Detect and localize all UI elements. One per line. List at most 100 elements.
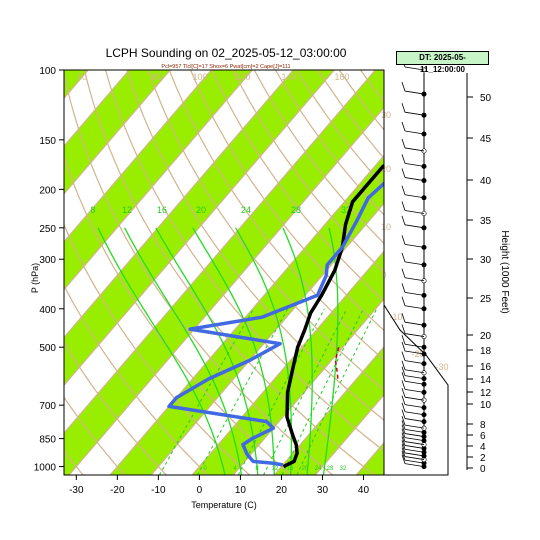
height-tick-label: 6 [480, 431, 486, 442]
dry-adiabat [211, 70, 384, 302]
y-tick-label: 100 [39, 66, 56, 77]
isotherm-line [68, 106, 384, 475]
mixing-ratio-label: 32 [340, 466, 347, 472]
wind-barb-flag [401, 372, 406, 382]
isotherm-line [64, 70, 294, 339]
isotherm-line [64, 70, 171, 195]
dry-adiabat [126, 70, 384, 421]
y-tick-label: 1000 [34, 463, 57, 474]
dry-adiabat [64, 341, 167, 475]
dry-adiabat [168, 70, 384, 361]
adiabat-label: 120 [235, 72, 250, 82]
x-tick-label: 40 [358, 485, 370, 496]
series-line-temperature [282, 163, 384, 469]
isotherm-line [191, 250, 384, 475]
moist-adiabat [124, 227, 243, 475]
chart-subtitle: Pcl=957 Tlcl[C]=17 Shox=6 Pwat[cm]=2 Cap… [161, 64, 290, 70]
height-tick-label: 25 [480, 294, 492, 305]
wind-barb-flag [401, 388, 406, 398]
dry-adiabat [360, 70, 384, 103]
wind-barb-shaft [404, 429, 425, 433]
dry-adiabat [64, 155, 292, 475]
isotherm-line [64, 70, 335, 387]
y-tick-label: 200 [39, 185, 56, 196]
wind-barb-shaft [404, 411, 425, 416]
wind-barb-shaft [404, 162, 425, 167]
height-tick-label: 4 [480, 442, 486, 453]
x-tick-label: -20 [110, 485, 125, 496]
wind-barb-shaft [404, 380, 425, 385]
x-tick-label: 0 [197, 485, 203, 496]
y-tick-label: 150 [39, 136, 56, 147]
wind-barb-shaft [404, 452, 425, 457]
wind-barb-shaft [404, 456, 425, 460]
wind-barb-flag [401, 409, 406, 419]
wind-barb-flag [401, 324, 406, 334]
isotherm-line [64, 70, 130, 147]
wind-barb-shaft [404, 389, 425, 393]
y-tick-label: 400 [39, 305, 56, 316]
wind-barb-flag [401, 366, 406, 376]
dry-adiabat [64, 284, 209, 475]
mixing-ratio-line [281, 308, 364, 475]
height-tick-label: 10 [480, 400, 492, 411]
x-axis-label: Temperature (C) [191, 500, 257, 510]
adiabat-label: -10 [389, 312, 402, 322]
wind-barb-shaft [404, 459, 425, 464]
mixing-ratio-label: 12 [272, 466, 279, 472]
wind-barb-shaft [404, 261, 425, 266]
plot-frame [63, 69, 385, 476]
wind-barb-shaft [404, 448, 425, 453]
wind-barb-flag [401, 432, 406, 442]
wind-barb-shaft [404, 177, 425, 181]
wind-barb-shaft [404, 243, 425, 248]
y-tick-label: 500 [39, 343, 56, 354]
dry-adiabat [253, 70, 384, 245]
wind-barb-flag [401, 215, 406, 225]
wind-barb-shaft [404, 424, 425, 429]
wind-barb-shaft [404, 369, 425, 374]
dry-adiabat [147, 70, 384, 391]
wind-barb-flag [401, 424, 406, 434]
moist-adiabat [192, 227, 275, 475]
wind-barb-shaft [404, 147, 425, 152]
wind-barb-flag [401, 447, 406, 457]
wind-barb-shaft [404, 343, 425, 348]
wind-barb-flag [401, 380, 406, 390]
wind-barb-shaft [404, 433, 425, 437]
wind-barb-flag [401, 420, 406, 430]
dry-adiabat [64, 396, 126, 475]
height-tick-label: 40 [480, 176, 492, 187]
x-tick-label: 30 [317, 485, 329, 496]
moist-adiabat-label: 8 [90, 205, 95, 215]
wind-barb-shaft [404, 333, 425, 337]
moist-adiabat [97, 227, 226, 475]
wind-barb-shaft [404, 445, 425, 449]
y-tick-label: 300 [39, 255, 56, 266]
wind-barb-shaft [404, 130, 425, 135]
isotherm-line [0, 70, 47, 475]
wind-barb-flag [401, 443, 406, 454]
wind-barb-shaft [404, 396, 425, 401]
adiabat-label: -20 [411, 349, 424, 359]
mixing-ratio-line [197, 308, 289, 475]
wind-barb-flag [401, 121, 406, 132]
wind-barb-flag [401, 283, 406, 293]
wind-barb-flag [401, 138, 406, 149]
sounding-traces [167, 163, 384, 469]
moist-adiabat [235, 227, 293, 475]
wind-barb-shaft [404, 194, 425, 199]
adiabat-label: 80 [152, 72, 162, 82]
wind-barb-shaft [404, 418, 425, 422]
wind-barb-shaft [404, 224, 425, 229]
moist-adiabat-label: 24 [241, 205, 251, 215]
height-tick-label: 30 [480, 255, 492, 266]
isotherm-band [64, 70, 384, 475]
moist-adiabat-label: 28 [291, 205, 301, 215]
series-line-parcel [334, 347, 340, 382]
isotherm-line [314, 393, 384, 475]
wind-barb-flag [401, 185, 406, 195]
height-tick-label: 12 [480, 388, 492, 399]
